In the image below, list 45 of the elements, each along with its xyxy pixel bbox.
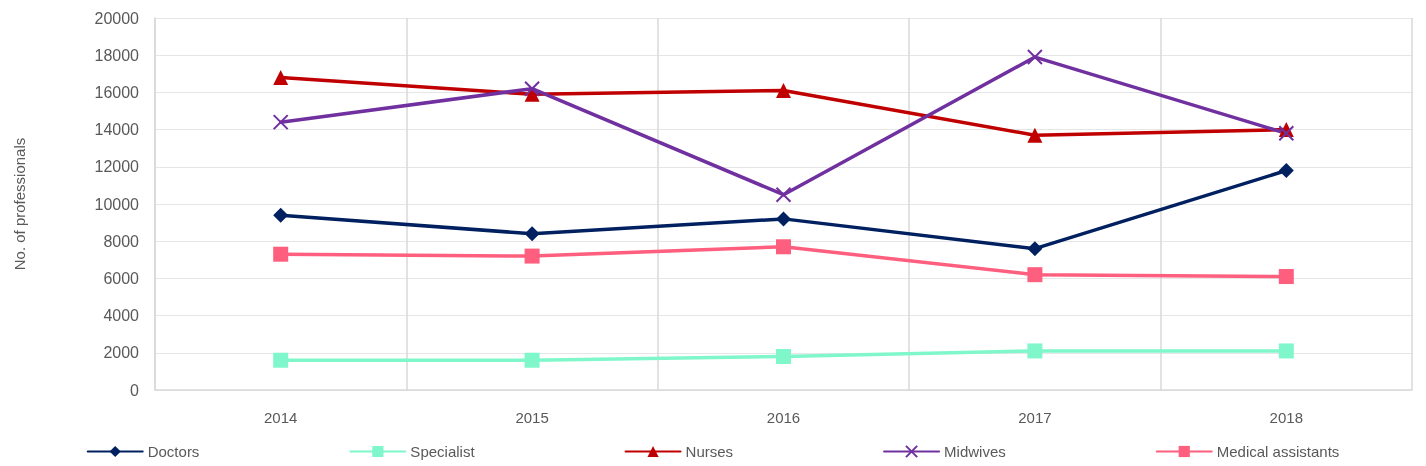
y-tick-label: 18000	[94, 46, 140, 64]
point	[524, 352, 540, 368]
point	[1027, 241, 1043, 257]
y-tick-label: 8000	[103, 232, 140, 250]
y-tick-label: 4000	[103, 307, 140, 325]
point	[273, 246, 289, 262]
y-axis-title: No. of professionals	[11, 137, 28, 271]
point	[273, 70, 289, 86]
x-tick-label: 2015	[515, 409, 549, 426]
point	[272, 114, 289, 131]
point	[775, 186, 792, 203]
point	[1278, 269, 1294, 285]
y-tick-label: 20000	[94, 9, 140, 27]
point	[273, 352, 289, 368]
point	[1027, 343, 1043, 359]
point	[1278, 343, 1294, 359]
x-tick-label: 2016	[766, 409, 801, 426]
x-tick-label: 2014	[264, 409, 298, 426]
point	[273, 207, 289, 223]
y-tick-label: 6000	[103, 269, 140, 287]
y-tick-label: 10000	[94, 195, 140, 213]
point	[776, 239, 791, 255]
point	[776, 83, 791, 99]
point	[776, 211, 791, 227]
point	[524, 80, 541, 97]
legend-label: Nurses	[685, 443, 734, 460]
point	[1026, 49, 1043, 66]
point	[776, 349, 791, 365]
legend-label: Midwives	[944, 443, 1006, 460]
point	[1027, 127, 1043, 143]
y-tick-label: 14000	[94, 121, 140, 139]
y-tick-label: 0	[130, 381, 140, 399]
point	[1278, 163, 1294, 179]
x-tick-label: 2018	[1269, 409, 1303, 426]
y-tick-label: 2000	[103, 344, 140, 362]
point	[524, 226, 540, 242]
x-tick-label: 2017	[1018, 409, 1052, 426]
y-tick-label: 12000	[94, 158, 140, 176]
y-tick-label: 16000	[94, 83, 140, 101]
point	[1027, 267, 1043, 283]
legend-label: Specialist	[410, 443, 476, 460]
legend-label: Medical assistants	[1216, 443, 1340, 460]
point	[524, 248, 540, 264]
legend-label: Doctors	[147, 443, 200, 460]
point	[1278, 125, 1295, 142]
